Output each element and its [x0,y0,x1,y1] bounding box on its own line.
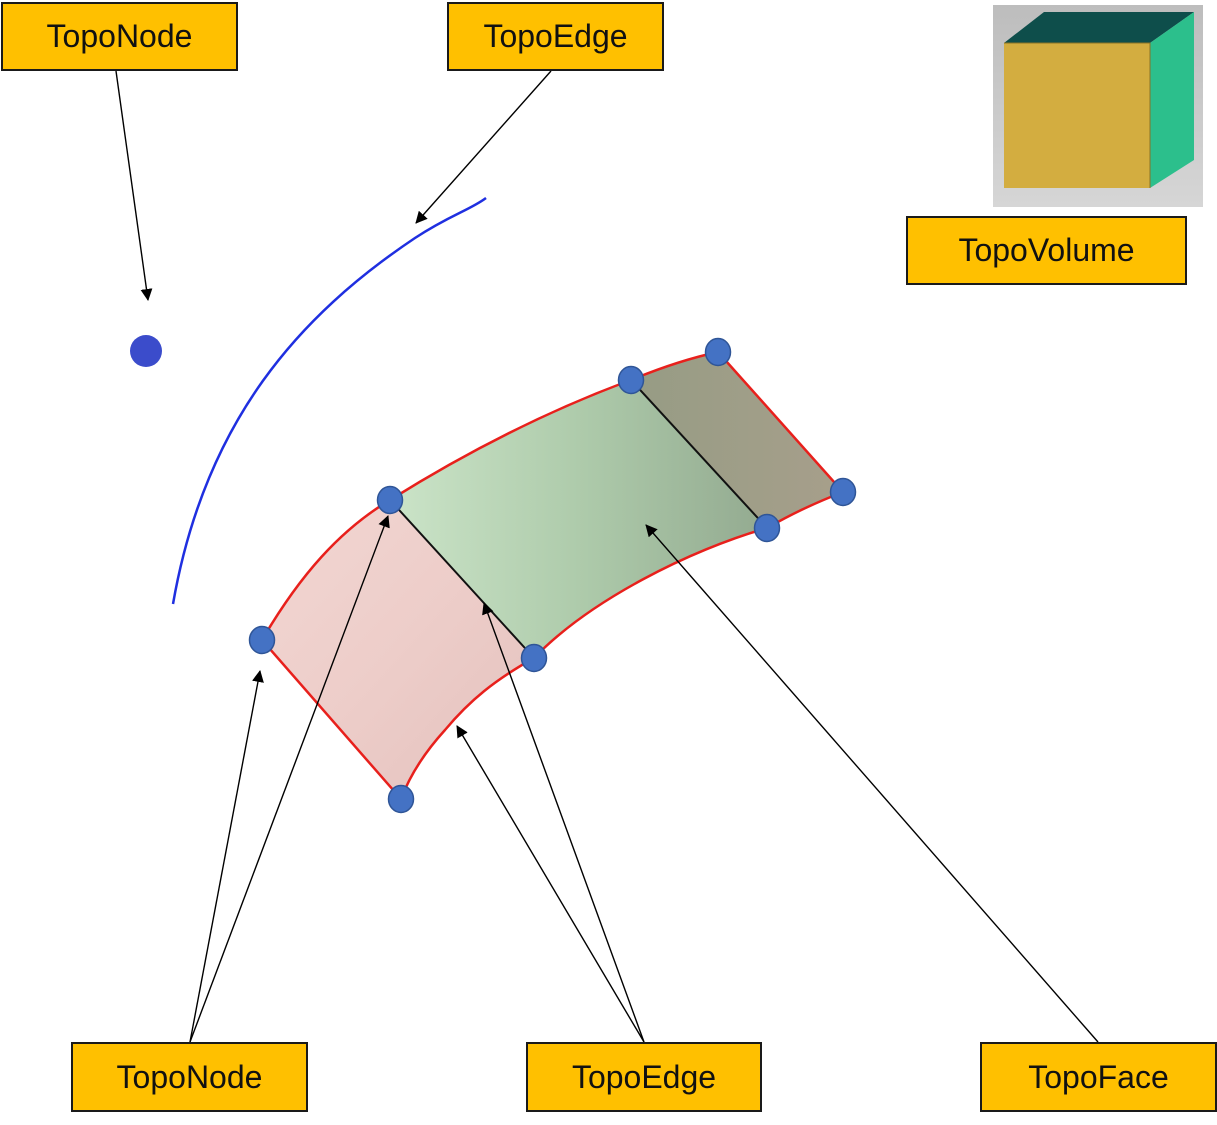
face-nodes [248,337,857,814]
face-middle [390,380,767,658]
arrow-node-left [189,670,264,1043]
label-topovolume: TopoVolume [906,216,1187,285]
label-topoedge-top: TopoEdge [447,2,664,71]
node-bottom [387,784,415,814]
arrow-top-edge [415,70,552,224]
label-topoface: TopoFace [980,1042,1217,1112]
arrow-node-upper-left [189,515,390,1043]
interior-edge-right [630,379,768,529]
node-right-bottom [753,513,781,543]
face-right [631,352,843,528]
node-upper-left [376,485,404,515]
node-middle-top [617,365,645,395]
label-toponode-top: TopoNode [1,2,238,71]
arrows [115,70,1099,1043]
standalone-node [130,335,162,367]
cube-icon [993,5,1203,207]
arrow-face [645,524,1099,1043]
label-topoedge-bottom: TopoEdge [526,1042,762,1112]
node-middle-bottom [520,643,548,673]
label-toponode-bottom: TopoNode [71,1042,308,1112]
standalone-edge-curve [171,196,487,605]
arrow-edge-boundary [456,725,645,1043]
interior-edge-left [389,499,535,659]
node-top-right [704,337,732,367]
node-left [248,625,276,655]
face-left [262,500,534,799]
arrow-top-node [115,70,153,301]
node-right [829,477,857,507]
arrow-edge-interior [482,602,645,1043]
